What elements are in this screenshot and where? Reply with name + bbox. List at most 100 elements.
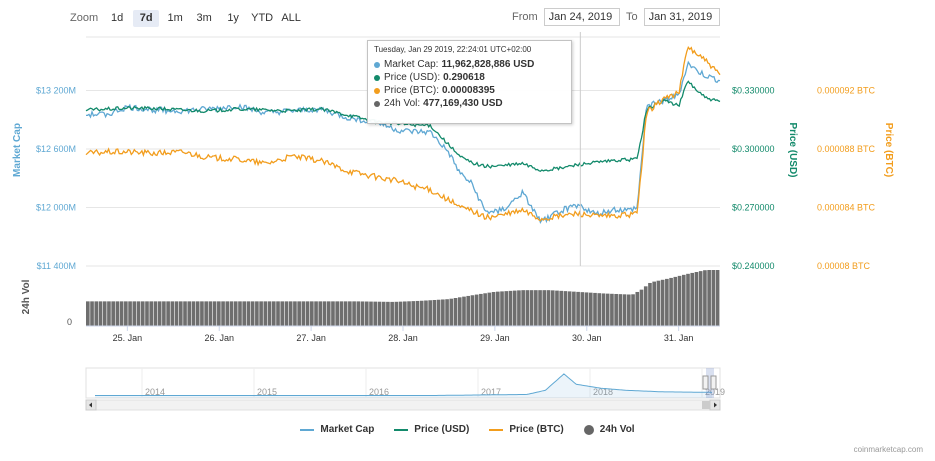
zoom-1y-button[interactable]: 1y xyxy=(227,11,239,24)
volume-bar xyxy=(711,270,716,326)
volume-bar xyxy=(132,301,137,326)
volume-bar xyxy=(398,301,403,326)
volume-bar xyxy=(508,290,513,326)
volume-bar xyxy=(580,292,585,326)
scrollbar-track[interactable] xyxy=(85,399,721,411)
volume-bar xyxy=(622,294,627,326)
volume-bar xyxy=(145,301,149,326)
legend-price-btc[interactable]: Price (BTC) xyxy=(489,424,564,435)
volume-bar xyxy=(500,291,504,326)
volume-bar xyxy=(200,301,204,326)
volume-bar xyxy=(601,293,606,326)
price-btc-tick-label: 0.00008 BTC xyxy=(817,261,871,271)
volume-bar xyxy=(233,301,238,326)
from-label: From xyxy=(512,11,538,23)
market-cap-dot-icon xyxy=(374,61,380,68)
volume-bar xyxy=(352,301,356,326)
volume-bar xyxy=(462,296,466,326)
volume-bar xyxy=(424,300,428,326)
tooltip-value: 0.00008395 xyxy=(442,85,495,96)
navigator-selection[interactable] xyxy=(706,368,714,398)
volume-bar xyxy=(331,301,335,326)
volume-bar xyxy=(208,301,213,326)
volume-bar xyxy=(136,301,141,326)
volume-bar xyxy=(453,298,458,326)
zoom-label: Zoom xyxy=(70,12,99,24)
series-line-price-btc xyxy=(85,45,721,222)
volume-bar xyxy=(411,301,416,326)
volume-bar xyxy=(191,301,196,326)
volume-bar xyxy=(356,301,361,326)
credit-text: coinmarketcap.com xyxy=(853,445,923,454)
volume-bar xyxy=(635,291,640,326)
volume-bar xyxy=(360,301,365,326)
volume-bar xyxy=(534,290,538,326)
zoom-all-button[interactable]: ALL xyxy=(281,11,301,24)
volume-bar xyxy=(94,301,99,326)
volume-bar xyxy=(318,301,323,326)
zoom-7d-button[interactable]: 7d xyxy=(133,9,160,27)
legend-volume[interactable]: 24h Vol xyxy=(583,424,635,435)
legend-market-cap[interactable]: Market Cap xyxy=(300,424,374,435)
volume-bar xyxy=(660,279,665,326)
volume-bar xyxy=(584,292,589,326)
volume-bar xyxy=(348,301,352,326)
volume-bar xyxy=(669,277,673,326)
volume-bar xyxy=(314,301,318,326)
scroll-left-icon xyxy=(89,402,92,408)
navigator-year-label: 2016 xyxy=(369,387,389,397)
volume-bar xyxy=(588,292,593,326)
tooltip-value: 477,169,430 USD xyxy=(423,98,503,109)
navigator-handle-left[interactable] xyxy=(702,375,709,390)
market-cap-axis-title: Market Cap xyxy=(12,123,23,177)
tooltip-value: 0.290618 xyxy=(443,72,485,83)
volume-bar xyxy=(369,301,373,326)
volume-bar xyxy=(86,301,90,326)
volume-bar xyxy=(255,301,259,326)
tooltip-label: Price (USD): xyxy=(384,72,441,83)
volume-bar xyxy=(119,301,124,326)
volume-bar xyxy=(542,290,547,326)
volume-bar xyxy=(652,281,656,326)
volume-bar xyxy=(128,301,132,326)
legend-price-usd[interactable]: Price (USD) xyxy=(394,424,469,435)
price-usd-tick-label: $0.270000 xyxy=(732,203,775,213)
price-btc-tick-label: 0.000084 BTC xyxy=(817,203,876,213)
zoom-1d-button[interactable]: 1d xyxy=(111,11,124,24)
price-btc-dot-icon xyxy=(374,87,380,94)
market-cap-tick-label: $11 400M xyxy=(37,261,76,271)
volume-bar xyxy=(559,290,564,326)
volume-bar xyxy=(517,290,521,326)
volume-bar xyxy=(563,291,568,326)
navigator-year-label: 2014 xyxy=(145,387,165,397)
scrollbar-thumb[interactable] xyxy=(702,401,710,409)
volume-bar xyxy=(373,301,378,326)
volume-bar xyxy=(415,300,420,326)
tooltip-label: Market Cap: xyxy=(384,59,439,70)
volume-bar xyxy=(449,298,454,326)
volume-bar xyxy=(217,301,221,326)
price-usd-dot-icon xyxy=(374,74,380,81)
volume-bar xyxy=(597,293,602,326)
volume-bar xyxy=(326,301,331,326)
zoom-1m-button[interactable]: 1m xyxy=(167,11,183,24)
volume-bar xyxy=(474,294,479,326)
volume-bar xyxy=(377,301,382,326)
tooltip-row-market-cap: Market Cap: 11,962,828,886 USD xyxy=(374,58,565,71)
volume-bar xyxy=(394,301,399,326)
volume-bar xyxy=(162,301,166,326)
volume-bar xyxy=(102,301,107,326)
zoom-3m-button[interactable]: 3m xyxy=(196,11,212,24)
price-usd-axis-title: Price (USD) xyxy=(787,122,798,177)
volume-bar xyxy=(187,301,192,326)
volume-bar xyxy=(115,301,120,326)
x-tick-label: 29. Jan xyxy=(480,333,510,343)
chart-legend: Market Cap Price (USD) Price (BTC) 24h V… xyxy=(0,424,935,435)
volume-bar xyxy=(293,301,297,326)
from-date-input[interactable] xyxy=(543,8,620,26)
to-date-input[interactable] xyxy=(643,8,720,26)
navigator-handle-right[interactable] xyxy=(710,375,717,390)
tooltip-row-volume: 24h Vol: 477,169,430 USD xyxy=(374,97,565,110)
zoom-ytd-button[interactable]: YTD xyxy=(251,11,274,24)
